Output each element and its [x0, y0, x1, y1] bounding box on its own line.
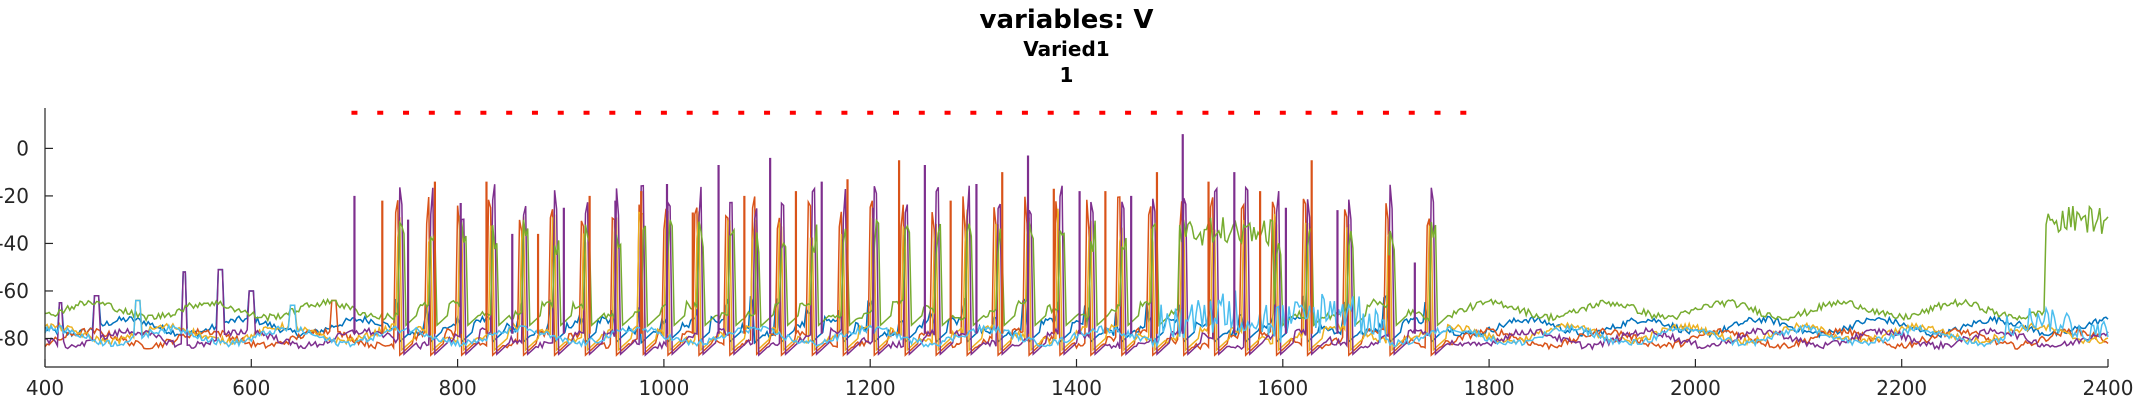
stimulus-marker-33 — [1176, 110, 1183, 115]
stimulus-marker-36 — [1254, 110, 1261, 115]
x-tick-label-1: 400 — [26, 376, 64, 400]
stimulus-marker-10 — [583, 110, 590, 115]
stimulus-marker-3 — [403, 110, 410, 115]
stimulus-marker-31 — [1125, 110, 1132, 115]
x-tick-label-9: 2000 — [1670, 376, 1721, 400]
stimulus-marker-44 — [1460, 110, 1467, 115]
y-tick-label-1: 0 — [16, 136, 29, 160]
stimulus-marker-9 — [557, 110, 564, 115]
series-line-6 — [44, 290, 2109, 349]
stimulus-marker-13 — [660, 110, 667, 115]
y-tick-label-2: -20 — [0, 184, 29, 208]
stimulus-marker-34 — [1202, 110, 1209, 115]
stimulus-marker-7 — [506, 110, 513, 115]
stimulus-marker-24 — [944, 110, 951, 115]
x-tick-label-11: 2400 — [2083, 376, 2133, 400]
series-group — [44, 134, 2109, 357]
y-tick-label-4: -60 — [0, 279, 29, 303]
chart-title: variables: V — [979, 5, 1154, 35]
stimulus-marker-25 — [970, 110, 977, 115]
x-tick-label-6: 1400 — [1051, 376, 1102, 400]
chart-subtitle-2: 1 — [1059, 63, 1074, 87]
stimulus-marker-12 — [635, 110, 642, 115]
stimulus-marker-29 — [1073, 110, 1080, 115]
x-tick-label-7: 1600 — [1257, 376, 1308, 400]
stimulus-marker-20 — [841, 110, 848, 115]
stimulus-marker-39 — [1331, 110, 1338, 115]
stimulus-markers — [351, 110, 1467, 115]
x-tick-label-2: 600 — [232, 376, 270, 400]
stimulus-marker-37 — [1279, 110, 1286, 115]
stimulus-marker-32 — [1150, 110, 1157, 115]
stimulus-marker-26 — [996, 110, 1003, 115]
stimulus-marker-21 — [867, 110, 874, 115]
series-line-4 — [44, 184, 2109, 357]
stimulus-marker-42 — [1408, 110, 1415, 115]
stimulus-marker-5 — [454, 110, 461, 115]
stimulus-marker-38 — [1305, 110, 1312, 115]
stimulus-marker-35 — [1228, 110, 1235, 115]
stimulus-marker-19 — [815, 110, 822, 115]
stimulus-marker-8 — [531, 110, 538, 115]
x-tick-label-8: 1800 — [1464, 376, 1515, 400]
stimulus-marker-1 — [351, 110, 358, 115]
stimulus-marker-16 — [738, 110, 745, 115]
stimulus-marker-14 — [686, 110, 693, 115]
x-tick-label-10: 2200 — [1876, 376, 1927, 400]
y-tick-label-3: -40 — [0, 231, 29, 255]
stimulus-marker-11 — [609, 110, 616, 115]
y-tick-label-5: -80 — [0, 326, 29, 350]
stimulus-marker-23 — [918, 110, 925, 115]
stimulus-marker-2 — [377, 110, 384, 115]
stimulus-marker-22 — [892, 110, 899, 115]
stimulus-marker-28 — [1047, 110, 1054, 115]
series-line-5 — [44, 204, 2109, 328]
x-tick-label-4: 1000 — [638, 376, 689, 400]
axes: 400 600 800 1000 1200 1400 1600 1800 2000 2200 240… — [0, 108, 2133, 400]
stimulus-marker-15 — [712, 110, 719, 115]
stimulus-marker-4 — [428, 110, 435, 115]
x-tick-label-5: 1200 — [845, 376, 896, 400]
chart-title-block: variables: V Varied1 1 — [0, 4, 2133, 88]
stimulus-marker-30 — [1099, 110, 1106, 115]
series-line-2 — [44, 196, 2109, 357]
stimulus-marker-17 — [764, 110, 771, 115]
stimulus-marker-40 — [1357, 110, 1364, 115]
x-tick-label-3: 800 — [439, 376, 477, 400]
chart-subtitle-1: Varied1 — [1023, 37, 1110, 61]
stimulus-marker-27 — [1021, 110, 1028, 115]
stimulus-marker-43 — [1434, 110, 1441, 115]
series-line-1 — [44, 268, 2109, 345]
stimulus-marker-18 — [789, 110, 796, 115]
stimulus-marker-41 — [1382, 110, 1389, 115]
stimulus-marker-6 — [480, 110, 487, 115]
